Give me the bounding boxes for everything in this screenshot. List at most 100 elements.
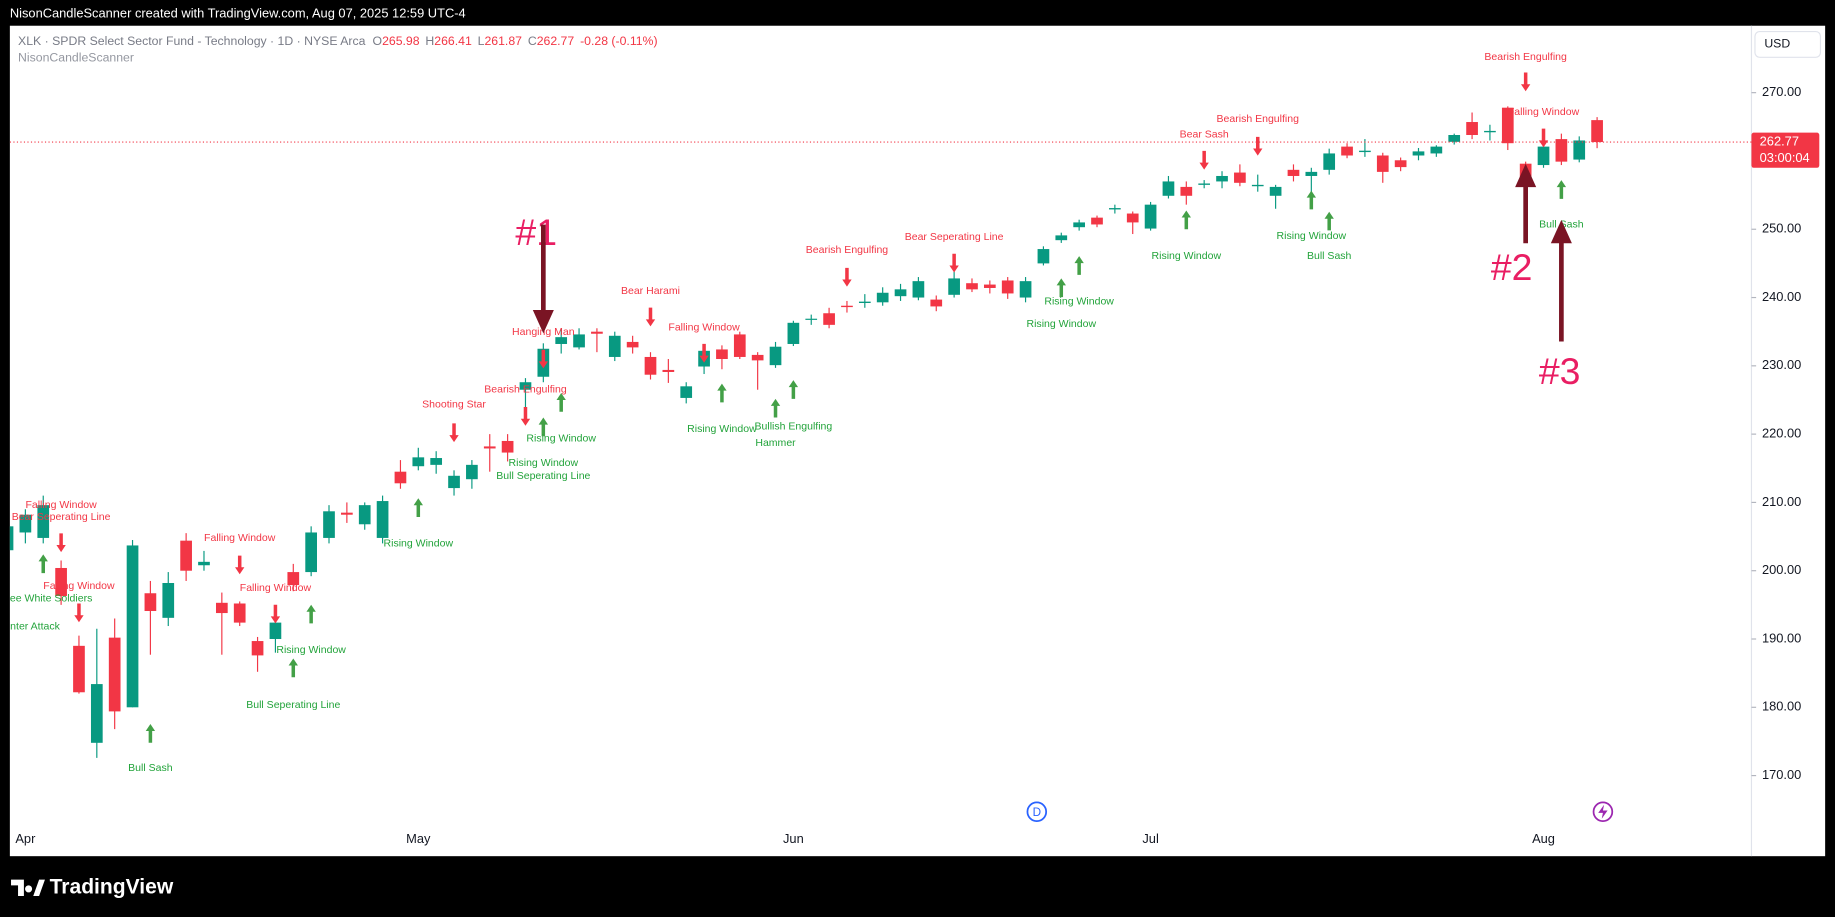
bullish-pattern-label: Bullish Engulfing [755, 421, 833, 433]
y-tick-label: 270.00 [1762, 84, 1801, 99]
pattern-arrow [270, 604, 281, 624]
candle-body [341, 512, 353, 515]
callout-label: #3 [1539, 350, 1581, 392]
candle-body [376, 501, 389, 538]
candle-body [287, 572, 300, 586]
candle-body [1198, 183, 1211, 185]
bearish-pattern-label: Falling Window [1508, 106, 1580, 118]
pattern-arrow [788, 380, 799, 399]
candle-body [19, 514, 32, 533]
y-tick-label: 210.00 [1762, 494, 1801, 509]
pattern-arrow [413, 498, 423, 517]
pattern-arrow [842, 267, 852, 287]
candle-body [608, 335, 621, 357]
candle-body [787, 322, 800, 344]
dividend-icon[interactable] [1026, 801, 1048, 822]
candle-body [412, 457, 425, 467]
candle-body [876, 292, 889, 303]
bullish-pattern-label: Rising Window [1277, 230, 1347, 242]
last-price-box [1751, 132, 1820, 168]
high-value: 266.41 [434, 34, 472, 48]
candle-body [1001, 280, 1014, 294]
candle-body [894, 289, 907, 297]
bullish-pattern-label: Three White Soldiers [0, 593, 92, 605]
candle-body [1234, 172, 1246, 183]
x-tick-label: May [406, 831, 431, 846]
candle-body [966, 283, 978, 290]
pattern-arrow [717, 383, 727, 403]
legend-line: XLK · SPDR Select Sector Fund - Technolo… [18, 34, 658, 48]
bullish-pattern-label: Bull Sash [1307, 250, 1352, 262]
candle-body [483, 446, 496, 449]
pattern-arrow [1538, 128, 1549, 148]
candle-body [769, 346, 782, 366]
candle-body [55, 567, 67, 596]
candle-body [1019, 281, 1032, 298]
candle-body [144, 593, 157, 612]
brand: TradingView [50, 875, 174, 898]
candle-body [1394, 160, 1407, 168]
bearish-pattern-label: Bear Sash [1180, 128, 1229, 140]
bearish-pattern-label: Falling Window [668, 321, 740, 333]
y-tick-label: 230.00 [1762, 357, 1801, 372]
y-tick-label: 200.00 [1762, 562, 1801, 577]
candle-body [626, 341, 639, 348]
pattern-arrow [645, 307, 656, 327]
brand-logo: TradingView [11, 875, 174, 898]
currency-button[interactable] [1754, 30, 1822, 58]
pattern-arrow [1181, 210, 1191, 230]
candle-body [948, 278, 960, 295]
candle-body [1555, 139, 1568, 162]
candle-body [716, 349, 728, 360]
bearish-pattern-label: Bear Seperating Line [12, 511, 111, 523]
pattern-arrow [699, 343, 709, 363]
currency: USD [1764, 37, 1790, 51]
bullish-pattern-label: Rising Window [1152, 250, 1222, 262]
bearish-pattern-label: Bear Harami [621, 285, 680, 297]
low-value: 261.87 [484, 34, 522, 48]
bearish-pattern-label: Bearish Engulfing [1484, 51, 1567, 63]
pattern-arrow [1056, 278, 1066, 298]
open-label: O [373, 34, 383, 48]
pattern-arrow [1074, 256, 1084, 275]
bearish-pattern-label: Falling Window [204, 532, 276, 544]
y-tick-label: 240.00 [1762, 289, 1801, 304]
x-tick-label: Aug [1532, 831, 1555, 846]
pattern-arrow [949, 253, 959, 273]
candle-body [73, 645, 85, 693]
callout-arrow [1515, 163, 1537, 244]
candle-body [37, 505, 50, 538]
candle-body [1376, 155, 1389, 172]
candle-body [108, 637, 121, 712]
bullish-pattern-label: Hammer [755, 437, 796, 449]
candle-body [805, 318, 818, 320]
pattern-arrow [1520, 72, 1531, 92]
candle-body [1501, 107, 1514, 144]
close-label: C [528, 34, 537, 48]
candle-body [1037, 249, 1050, 264]
candle-body [1359, 150, 1371, 153]
y-tick-label: 190.00 [1762, 630, 1801, 645]
x-tick-label: Jul [1142, 831, 1158, 846]
candle-body [358, 505, 371, 525]
candle-body [858, 301, 871, 304]
y-tick-label: 170.00 [1762, 767, 1801, 782]
caption: NisonCandleScanner created with TradingV… [10, 5, 466, 20]
candle-body [430, 458, 443, 465]
bullish-pattern-label: Rising Window [1027, 318, 1097, 330]
bearish-pattern-label: Falling Window [25, 499, 97, 511]
bullish-pattern-label: Bull Seperating Line [246, 699, 340, 711]
candle-body [1412, 151, 1425, 156]
candle-body [1180, 186, 1193, 196]
bearish-pattern-label: Bear Seperating Line [905, 231, 1004, 243]
candle-body [1341, 146, 1353, 156]
bullish-pattern-label: Rising Window [687, 423, 757, 435]
candle-body [1591, 120, 1603, 143]
pattern-arrow [56, 533, 66, 553]
callout-arrow [1550, 219, 1572, 342]
candle-body [1144, 204, 1157, 229]
candle-body [644, 356, 657, 375]
candle-body [251, 641, 264, 656]
